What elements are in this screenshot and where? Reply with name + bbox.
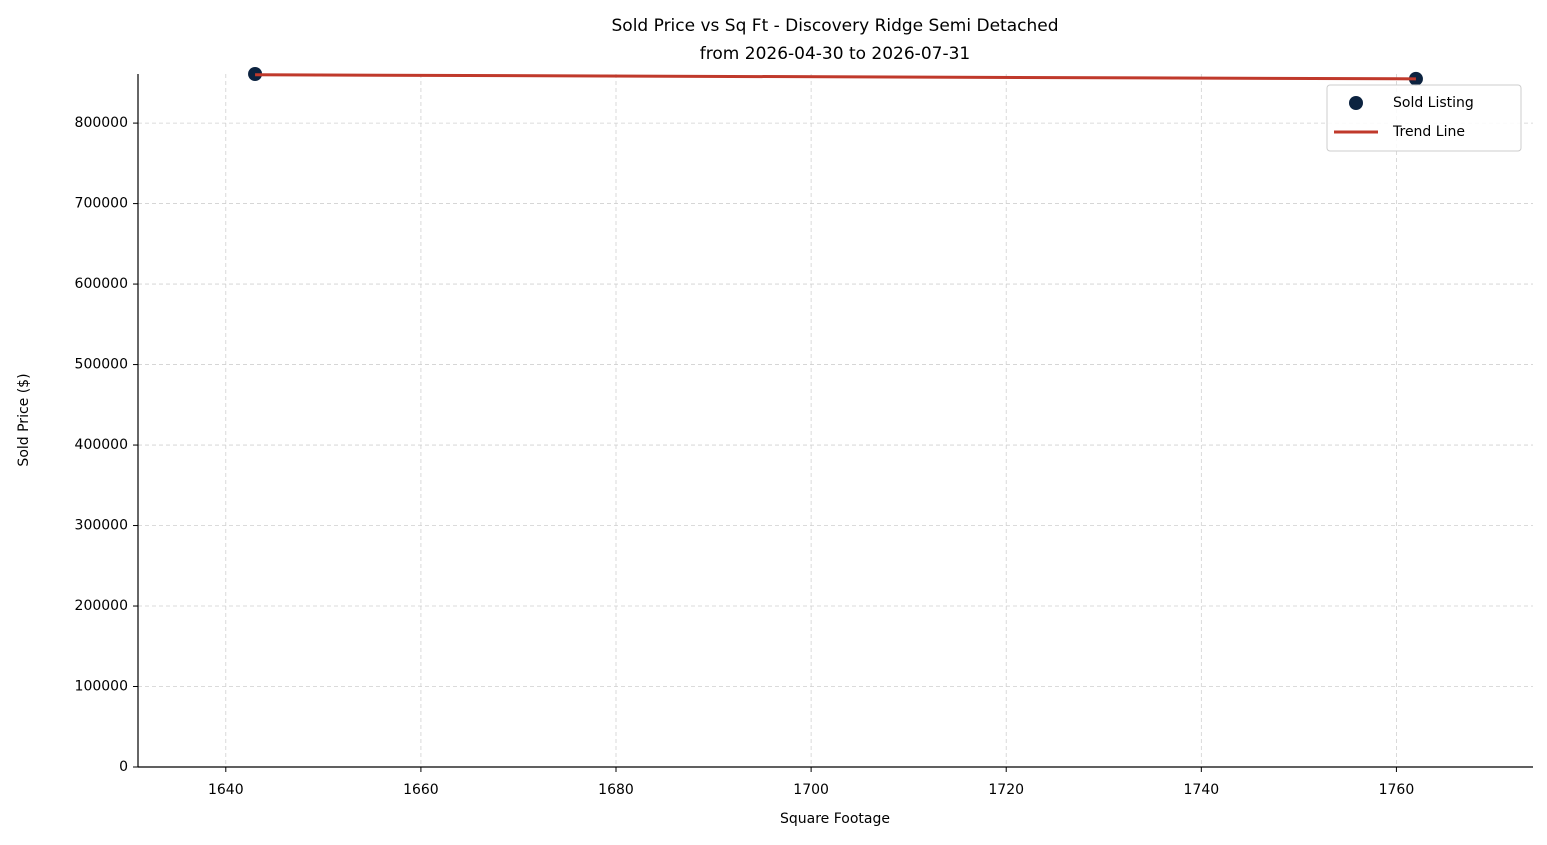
legend-label: Trend Line — [1392, 124, 1465, 140]
y-tick-label: 800000 — [75, 115, 128, 131]
legend-marker — [1349, 96, 1363, 110]
chart-subtitle: from 2026-04-30 to 2026-07-31 — [700, 44, 970, 64]
x-tick-label: 1720 — [988, 782, 1024, 798]
y-tick-label: 500000 — [75, 357, 128, 373]
y-tick-label: 100000 — [75, 679, 128, 695]
legend-label: Sold Listing — [1393, 95, 1474, 111]
chart-title: Sold Price vs Sq Ft - Discovery Ridge Se… — [612, 16, 1059, 36]
x-tick-label: 1680 — [598, 782, 634, 798]
x-tick-label: 1760 — [1379, 782, 1415, 798]
y-tick-label: 300000 — [75, 518, 128, 534]
y-tick-label: 600000 — [75, 276, 128, 292]
x-tick-label: 1660 — [403, 782, 439, 798]
x-axis-label: Square Footage — [780, 811, 890, 827]
legend-box — [1326, 84, 1522, 152]
x-tick-label: 1740 — [1184, 782, 1220, 798]
y-axis-label: Sold Price ($) — [16, 373, 32, 466]
trend-line — [255, 73, 1416, 81]
x-tick-label: 1700 — [793, 782, 829, 798]
y-tick-label: 400000 — [75, 437, 128, 453]
data-point — [248, 67, 263, 81]
x-tick-label: 1640 — [208, 782, 244, 798]
y-tick-label: 700000 — [75, 196, 128, 212]
y-tick-label: 200000 — [75, 598, 128, 614]
y-tick-label: 0 — [119, 759, 128, 775]
